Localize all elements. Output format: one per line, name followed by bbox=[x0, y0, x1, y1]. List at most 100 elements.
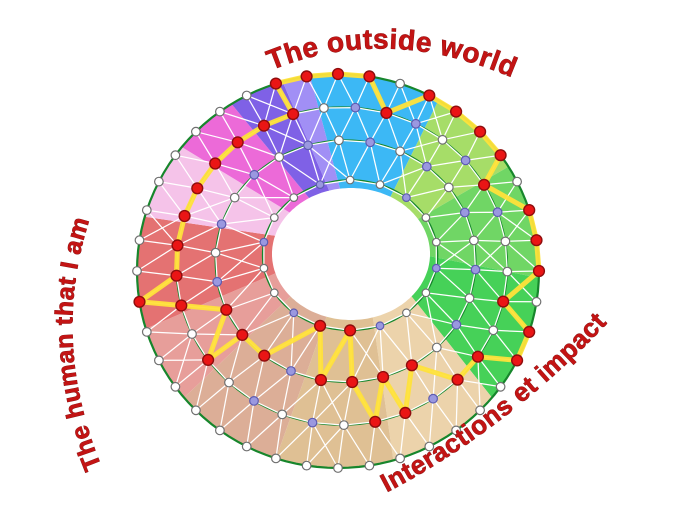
node-red bbox=[258, 349, 271, 362]
node-white bbox=[333, 463, 343, 473]
sector-tan-rose bbox=[184, 296, 327, 459]
node-white bbox=[153, 355, 164, 366]
node-white bbox=[364, 460, 375, 471]
node-white bbox=[443, 182, 454, 193]
node-lavender bbox=[428, 393, 439, 404]
node-lavender bbox=[410, 118, 421, 129]
node-lavender bbox=[402, 193, 411, 203]
node-red bbox=[191, 182, 204, 195]
node-red bbox=[314, 373, 328, 387]
node-red bbox=[269, 77, 283, 90]
node-white bbox=[224, 377, 234, 388]
node-white bbox=[141, 205, 152, 216]
node-white bbox=[170, 381, 181, 392]
node-white bbox=[502, 266, 513, 277]
node-red bbox=[220, 303, 233, 316]
green-ring-0 bbox=[261, 179, 439, 332]
node-white bbox=[339, 420, 349, 431]
node-white bbox=[421, 288, 431, 298]
node-red bbox=[346, 375, 359, 389]
node-white bbox=[269, 288, 279, 298]
node-red bbox=[380, 106, 393, 120]
node-white bbox=[512, 176, 522, 187]
node-red bbox=[510, 354, 524, 367]
node-red bbox=[171, 239, 184, 252]
node-white bbox=[187, 329, 197, 339]
node-lavender bbox=[289, 308, 299, 318]
node-red bbox=[178, 209, 191, 223]
node-white bbox=[424, 441, 435, 452]
node-white bbox=[395, 146, 406, 157]
node-lavender bbox=[459, 207, 470, 218]
node-lavender bbox=[303, 140, 313, 151]
node-lavender bbox=[492, 207, 503, 218]
node-red bbox=[471, 350, 485, 363]
ring-line-0 bbox=[263, 179, 437, 332]
node-white bbox=[229, 192, 240, 203]
node-white bbox=[277, 409, 288, 420]
node-lavender bbox=[286, 366, 296, 376]
node-red bbox=[523, 325, 536, 339]
node-white bbox=[210, 247, 221, 258]
node-red bbox=[399, 406, 412, 420]
node-white bbox=[271, 453, 281, 464]
node-white bbox=[301, 460, 312, 471]
node-white bbox=[190, 405, 201, 416]
node-white bbox=[437, 134, 448, 145]
node-lavender bbox=[350, 102, 361, 113]
node-red bbox=[231, 136, 244, 149]
node-red bbox=[170, 269, 183, 282]
node-white bbox=[289, 193, 299, 203]
sector-tan-light bbox=[372, 296, 492, 461]
node-red bbox=[344, 324, 357, 337]
node-red bbox=[377, 370, 390, 384]
node-red bbox=[369, 415, 382, 428]
node-lavender bbox=[470, 264, 481, 275]
node-white bbox=[319, 103, 329, 113]
node-red bbox=[331, 67, 345, 81]
node-white bbox=[464, 293, 475, 304]
node-red bbox=[497, 295, 510, 308]
node-red bbox=[451, 373, 464, 386]
node-white bbox=[421, 213, 431, 223]
node-red bbox=[474, 125, 487, 138]
label-left: The human that I am bbox=[50, 214, 107, 475]
node-red bbox=[133, 295, 146, 308]
label-text-left: The human that I am bbox=[50, 213, 107, 475]
node-lavender bbox=[421, 161, 432, 172]
node-white bbox=[153, 176, 164, 187]
node-white bbox=[269, 213, 279, 223]
mesh-2 bbox=[136, 73, 540, 469]
node-white bbox=[241, 90, 252, 101]
node-white bbox=[402, 308, 411, 318]
node-white bbox=[141, 327, 152, 337]
node-red bbox=[236, 328, 249, 342]
node-lavender bbox=[249, 169, 260, 180]
node-white bbox=[531, 296, 542, 307]
node-lavender bbox=[431, 263, 441, 273]
node-red bbox=[314, 319, 327, 332]
node-red bbox=[494, 149, 507, 162]
node-lavender bbox=[307, 417, 318, 428]
node-lavender bbox=[315, 180, 325, 190]
node-red bbox=[300, 70, 313, 83]
node-white bbox=[431, 237, 441, 247]
node-white bbox=[475, 405, 486, 416]
node-red bbox=[363, 70, 376, 83]
node-red bbox=[478, 178, 491, 191]
node-red bbox=[175, 299, 188, 312]
node-red bbox=[530, 234, 543, 247]
node-red bbox=[450, 105, 463, 118]
node-white bbox=[241, 441, 252, 452]
node-white bbox=[190, 126, 201, 137]
node-lavender bbox=[249, 396, 259, 406]
node-lavender bbox=[259, 237, 269, 247]
node-white bbox=[431, 342, 442, 353]
node-red bbox=[209, 157, 222, 170]
node-red bbox=[287, 107, 300, 121]
node-white bbox=[134, 235, 145, 246]
node-white bbox=[375, 180, 385, 190]
node-red bbox=[523, 204, 536, 217]
